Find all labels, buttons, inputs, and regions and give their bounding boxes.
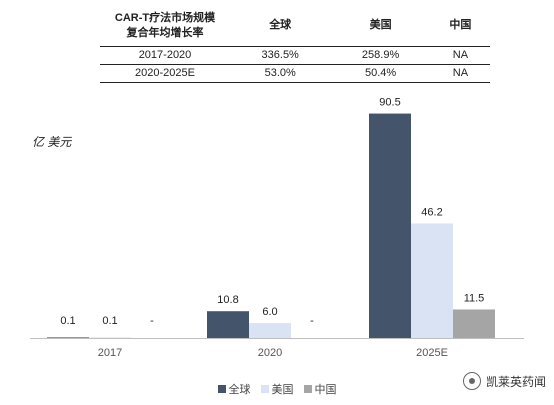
table-header-row: CAR-T疗法市场规模 复合年均增长率 全球 美国 中国 xyxy=(100,6,490,46)
chart-legend: 全球 美国 中国 xyxy=(0,381,554,397)
x-tick-label: 2025E xyxy=(416,347,448,359)
legend-item: 全球 xyxy=(217,381,251,397)
bar xyxy=(453,309,495,338)
table-cell: NA xyxy=(430,45,490,64)
legend-label: 中国 xyxy=(314,384,337,396)
table-cell: 2017-2020 xyxy=(100,45,230,64)
table-cell: 53.0% xyxy=(230,63,331,83)
table-cell: 336.5% xyxy=(230,45,331,64)
data-label: 0.1 xyxy=(60,315,75,327)
data-label: 90.5 xyxy=(379,97,400,109)
x-tick-label: 2017 xyxy=(98,347,122,359)
x-tick-label: 2020 xyxy=(258,347,282,359)
watermark-text: 凯莱英药闻 xyxy=(485,374,546,389)
legend-item: 中国 xyxy=(303,381,337,397)
bar xyxy=(369,113,411,338)
data-label: 11.5 xyxy=(464,292,485,304)
data-label: - xyxy=(150,315,154,327)
legend-swatch xyxy=(217,385,226,393)
legend-item: 美国 xyxy=(260,381,294,397)
table-header-cell: 中国 xyxy=(449,19,472,32)
table-cell: NA xyxy=(430,63,490,83)
cagr-table: CAR-T疗法市场规模 复合年均增长率 全球 美国 中国 2017-2020 33… xyxy=(100,6,490,83)
table-header-cell: 全球 xyxy=(269,19,292,32)
table-header-cell: 美国 xyxy=(369,19,392,32)
data-label: 46.2 xyxy=(421,206,442,218)
table-cell: 2020-2025E xyxy=(100,63,230,83)
data-label: - xyxy=(310,315,314,327)
bar xyxy=(47,337,89,338)
bar xyxy=(89,337,131,338)
bar xyxy=(249,323,291,338)
bar xyxy=(411,223,453,338)
table-header-cell: CAR-T疗法市场规模 复合年均增长率 xyxy=(100,6,230,46)
table-cell: 50.4% xyxy=(330,63,431,83)
y-axis-label: 亿 美元 xyxy=(32,135,72,149)
table-row: 2020-2025E 53.0% 50.4% NA xyxy=(100,63,490,83)
data-label: 0.1 xyxy=(102,315,117,327)
legend-label: 美国 xyxy=(271,384,294,396)
wechat-channel-icon xyxy=(462,372,481,390)
table-row: 2017-2020 336.5% 258.9% NA xyxy=(100,45,490,64)
legend-label: 全球 xyxy=(228,384,251,396)
data-label: 6.0 xyxy=(262,306,277,318)
watermark: 凯莱英药闻 xyxy=(462,372,546,390)
legend-swatch xyxy=(303,385,312,393)
data-label: 10.8 xyxy=(217,294,238,306)
table-cell: 258.9% xyxy=(330,45,431,64)
header-line: 复合年均增长率 xyxy=(126,26,204,39)
header-line: CAR-T疗法市场规模 xyxy=(114,11,216,24)
legend-swatch xyxy=(260,385,269,393)
bar xyxy=(207,311,249,338)
